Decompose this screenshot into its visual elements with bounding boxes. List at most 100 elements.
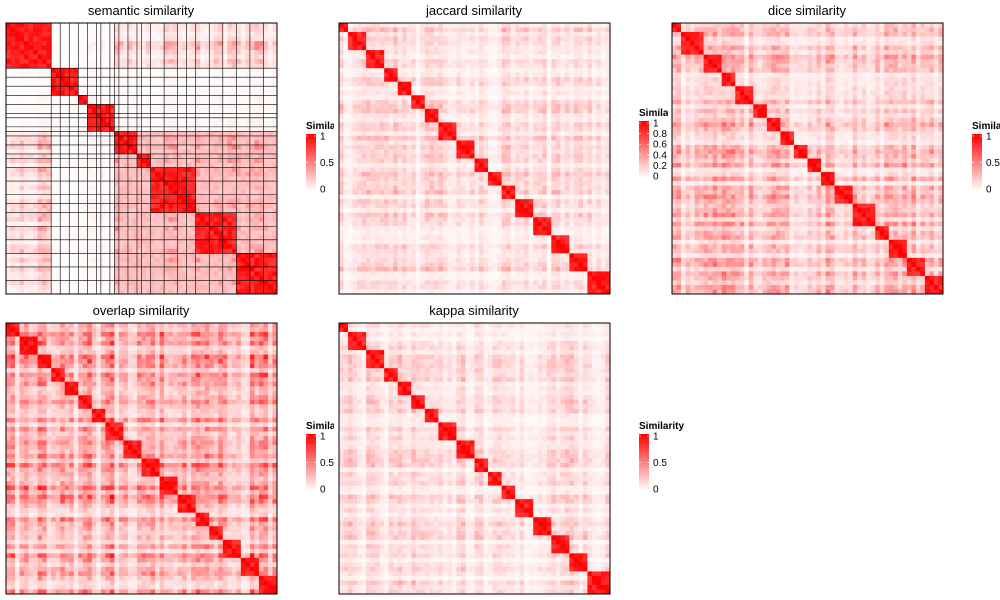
heatmap-cell	[33, 46, 38, 51]
heatmap-cell	[205, 159, 210, 164]
heatmap-cell	[245, 91, 250, 96]
heatmap-cell	[83, 154, 88, 159]
heatmap-cell	[137, 208, 142, 213]
heatmap-cell	[38, 213, 43, 218]
heatmap-cell	[160, 113, 165, 118]
heatmap-cell	[15, 136, 20, 141]
heatmap-cell	[11, 177, 16, 182]
heatmap-cell	[200, 55, 205, 60]
heatmap-cell	[96, 109, 101, 114]
heatmap-cell	[236, 204, 241, 209]
heatmap-cell	[33, 28, 38, 33]
heatmap-cell	[254, 73, 259, 78]
heatmap-cell	[56, 122, 61, 127]
heatmap-cell	[227, 23, 232, 28]
heatmap-cell	[105, 113, 110, 118]
heatmap-cell	[74, 217, 79, 222]
heatmap-cell	[142, 195, 147, 200]
heatmap-cell	[245, 208, 250, 213]
heatmap-cell	[232, 104, 237, 109]
heatmap-cell	[205, 109, 210, 114]
heatmap-cell	[110, 109, 115, 114]
heatmap-cell	[123, 55, 128, 60]
heatmap-cell	[132, 195, 137, 200]
heatmap-cell	[160, 181, 165, 186]
heatmap-cell	[38, 104, 43, 109]
heatmap-cell	[214, 159, 219, 164]
heatmap-cell	[214, 55, 219, 60]
heatmap-cell	[87, 186, 92, 191]
heatmap-cell	[187, 213, 192, 218]
heatmap-cell	[196, 154, 201, 159]
heatmap-cell	[173, 208, 178, 213]
heatmap-cell	[241, 163, 246, 168]
heatmap-cell	[87, 154, 92, 159]
heatmap-cell	[169, 64, 174, 69]
heatmap-cell	[128, 172, 133, 177]
heatmap-cell	[164, 204, 169, 209]
heatmap-cell	[96, 181, 101, 186]
heatmap-cell	[218, 32, 223, 37]
heatmap-cell	[132, 127, 137, 132]
heatmap-cell	[209, 95, 214, 100]
heatmap-cell	[164, 181, 169, 186]
heatmap-cell	[137, 46, 142, 51]
heatmap-cell	[114, 204, 119, 209]
heatmap-cell	[123, 32, 128, 37]
heatmap-cell	[232, 68, 237, 73]
heatmap-cell	[241, 77, 246, 82]
heatmap-cell	[128, 73, 133, 78]
heatmap-cell	[110, 23, 115, 28]
heatmap-cell	[214, 181, 219, 186]
heatmap-cell	[114, 186, 119, 191]
heatmap-cell	[146, 86, 151, 91]
heatmap-cell	[92, 64, 97, 69]
heatmap-cell	[105, 59, 110, 64]
heatmap-cell	[114, 190, 119, 195]
heatmap-cell	[110, 37, 115, 42]
heatmap-cell	[173, 77, 178, 82]
heatmap-cell	[160, 154, 165, 159]
heatmap-cell	[196, 168, 201, 173]
heatmap-cell	[268, 113, 273, 118]
heatmap-cell	[151, 55, 156, 60]
heatmap-cell	[101, 131, 106, 136]
heatmap-cell	[173, 168, 178, 173]
heatmap-cell	[236, 199, 241, 204]
heatmap-cell	[92, 208, 97, 213]
heatmap-cell	[218, 136, 223, 141]
heatmap-cell	[83, 127, 88, 132]
heatmap-cell	[214, 109, 219, 114]
heatmap-cell	[182, 177, 187, 182]
heatmap-cell	[218, 68, 223, 73]
heatmap-cell	[155, 122, 160, 127]
heatmap-cell	[182, 41, 187, 46]
heatmap-cell	[232, 163, 237, 168]
heatmap-cell	[119, 217, 124, 222]
heatmap-cell	[69, 82, 74, 87]
heatmap-cell	[74, 77, 79, 82]
heatmap-cell	[173, 213, 178, 218]
heatmap-cell	[187, 59, 192, 64]
heatmap-cell	[105, 159, 110, 164]
heatmap-cell	[56, 23, 61, 28]
heatmap-cell	[132, 163, 137, 168]
heatmap-cell	[218, 177, 223, 182]
heatmap-cell	[74, 172, 79, 177]
heatmap-cell	[268, 41, 273, 46]
heatmap-cell	[173, 136, 178, 141]
heatmap-cell	[132, 86, 137, 91]
heatmap-cell	[92, 149, 97, 154]
heatmap-cell	[254, 77, 259, 82]
heatmap-cell	[250, 32, 255, 37]
heatmap-cell	[51, 95, 56, 100]
heatmap-cell	[263, 86, 268, 91]
heatmap-cell	[128, 50, 133, 55]
heatmap-cell	[232, 50, 237, 55]
heatmap-cell	[24, 204, 29, 209]
heatmap-cell	[114, 199, 119, 204]
heatmap-cell	[42, 55, 47, 60]
heatmap-cell	[245, 59, 250, 64]
heatmap-cell	[209, 177, 214, 182]
heatmap-cell	[11, 186, 16, 191]
